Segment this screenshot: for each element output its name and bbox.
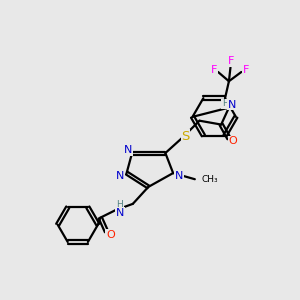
Text: S: S: [181, 130, 190, 142]
Text: F: F: [211, 65, 217, 75]
Text: O: O: [106, 230, 115, 240]
Text: H: H: [116, 200, 123, 209]
Text: N: N: [116, 171, 124, 181]
Text: F: F: [228, 56, 234, 66]
Text: N: N: [175, 171, 184, 181]
Text: O: O: [228, 136, 237, 146]
Text: F: F: [243, 65, 249, 75]
Text: N: N: [116, 208, 124, 218]
Text: CH₃: CH₃: [201, 175, 218, 184]
Text: H: H: [222, 99, 228, 108]
Text: N: N: [228, 100, 236, 110]
Text: N: N: [124, 145, 132, 155]
